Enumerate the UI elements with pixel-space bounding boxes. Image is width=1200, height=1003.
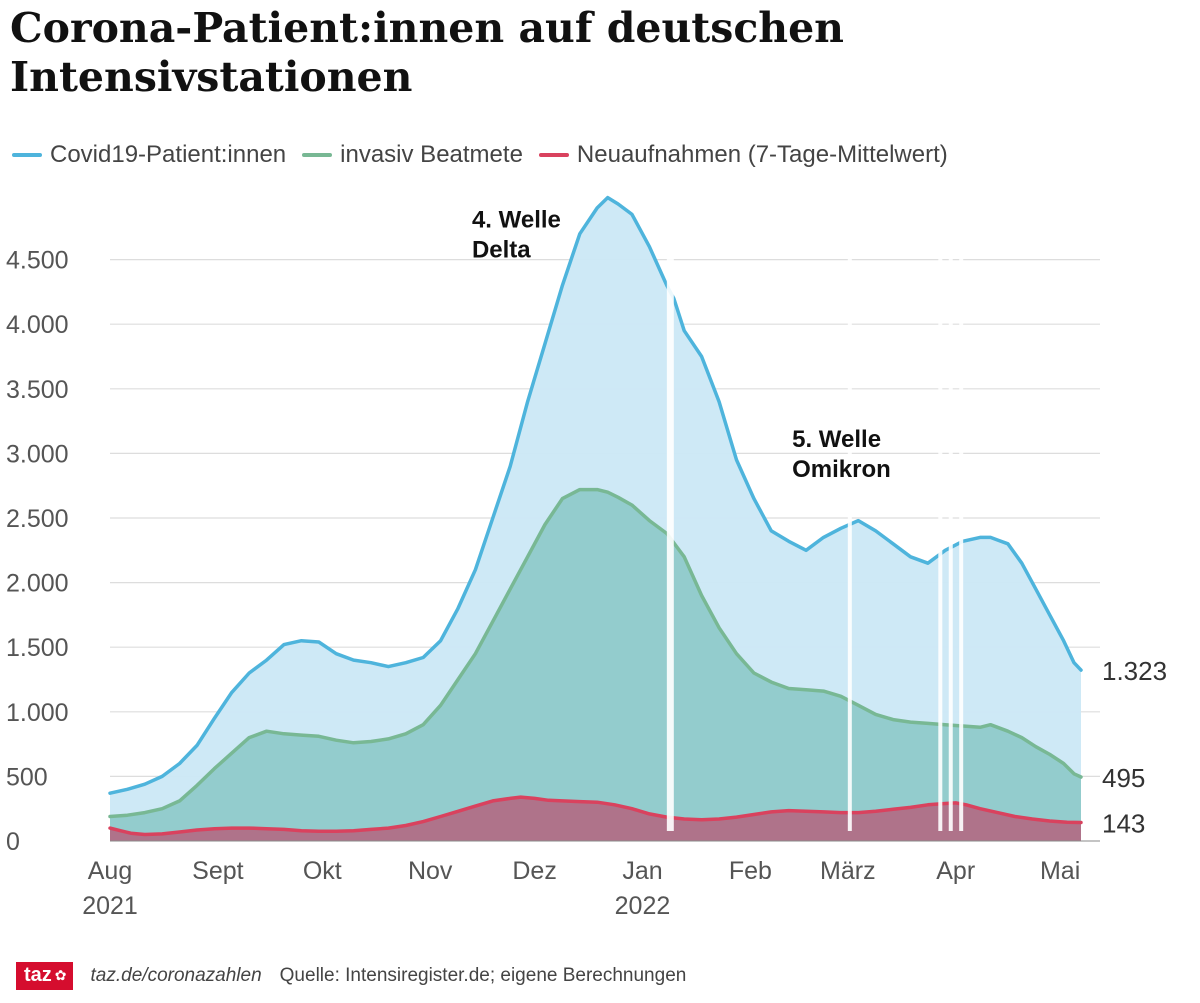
y-tick-label-1000: 1.000 [6,699,69,727]
area-neuaufnahmen-7-tage-mittelwert [110,797,1081,841]
end-label-neuaufnahmen-7-tage-mittelwert: 143 [1102,809,1145,839]
x-tick-label-sept: Sept [192,857,243,885]
legend-item-new-admissions: Neuaufnahmen (7-Tage-Mittelwert) [538,141,948,169]
legend-label-new-admissions: Neuaufnahmen (7-Tage-Mittelwert) [576,141,948,168]
source-link[interactable]: taz.de/coronazahlen [90,965,262,986]
line-neuaufnahmen-7-tage-mittelwert [108,795,1083,837]
x-tick-label-jan: Jan [622,857,662,885]
y-tick-label-4500: 4.500 [6,247,69,275]
footer: taz ✿ taz.de/coronazahlen Quelle: Intens… [16,960,686,992]
legend-item-ventilated: invasiv Beatmete [302,141,523,169]
area-invasiv-beatmete [110,489,1081,841]
x-tick-label-okt: Okt [303,857,342,885]
legend-label-ventilated: invasiv Beatmete [340,141,523,168]
legend: Covid19-Patient:innen invasiv Beatmete N… [12,140,964,170]
end-label-covid19-patient-innen: 1.323 [1102,656,1167,686]
annotation-wave-4: 4. Welle Delta [472,206,561,263]
x-tick-label-dez: Dez [512,857,556,885]
annotation-line-5-welle: 5. Welle [792,426,881,453]
data-gap-1 [847,195,852,831]
source-note: Quelle: Intensiregister.de; eigene Berec… [279,965,687,986]
y-tick-label-3000: 3.000 [6,440,69,468]
y-tick-label-1500: 1.500 [6,634,69,662]
legend-swatch-covid-patients [12,153,42,157]
legend-swatch-new-admissions [538,153,569,157]
legend-item-covid-patients: Covid19-Patient:innen [12,141,286,169]
end-label-invasiv-beatmete: 495 [1102,763,1145,793]
y-tick-label-3500: 3.500 [6,376,69,404]
x-tick-label-mai: Mai [1040,857,1080,885]
taz-paw-icon: ✿ [54,967,67,983]
annotation-line-omikron: Omikron [792,456,891,483]
data-gap-4 [959,195,964,831]
legend-label-covid-patients: Covid19-Patient:innen [50,141,287,168]
y-tick-label-2000: 2.000 [6,570,69,598]
x-tick-label-apr: Apr [936,857,975,885]
y-tick-label-0: 0 [6,828,20,856]
taz-logo-text: taz [24,964,52,986]
chart-title: Corona-Patient:innen auf deutschen Inten… [10,4,844,101]
legend-swatch-ventilated [302,153,333,157]
x-tick-label-m-rz: März [820,857,876,885]
x-tick-label-nov: Nov [408,857,453,885]
area-chart: 0 500 1.000 1.500 2.000 2.500 3.000 3.500 4.000 4… [6,195,1167,920]
data-gap-0 [666,195,674,831]
data-gap-2 [938,195,943,831]
annotation-line-delta: Delta [472,236,531,263]
x-tick-sublabel-2021: 2021 [82,892,138,920]
y-tick-label-500: 500 [6,763,48,791]
taz-logo[interactable]: taz ✿ [16,962,73,990]
data-gap-3 [948,195,953,831]
y-tick-label-4000: 4.000 [6,311,69,339]
x-tick-label-aug: Aug [88,857,132,885]
x-tick-label-feb: Feb [729,857,772,885]
annotation-wave-5: 5. Welle Omikron [792,426,891,483]
y-tick-label-2500: 2.500 [6,505,69,533]
x-tick-sublabel-2022: 2022 [615,892,671,920]
annotation-line-4-welle: 4. Welle [472,206,561,233]
